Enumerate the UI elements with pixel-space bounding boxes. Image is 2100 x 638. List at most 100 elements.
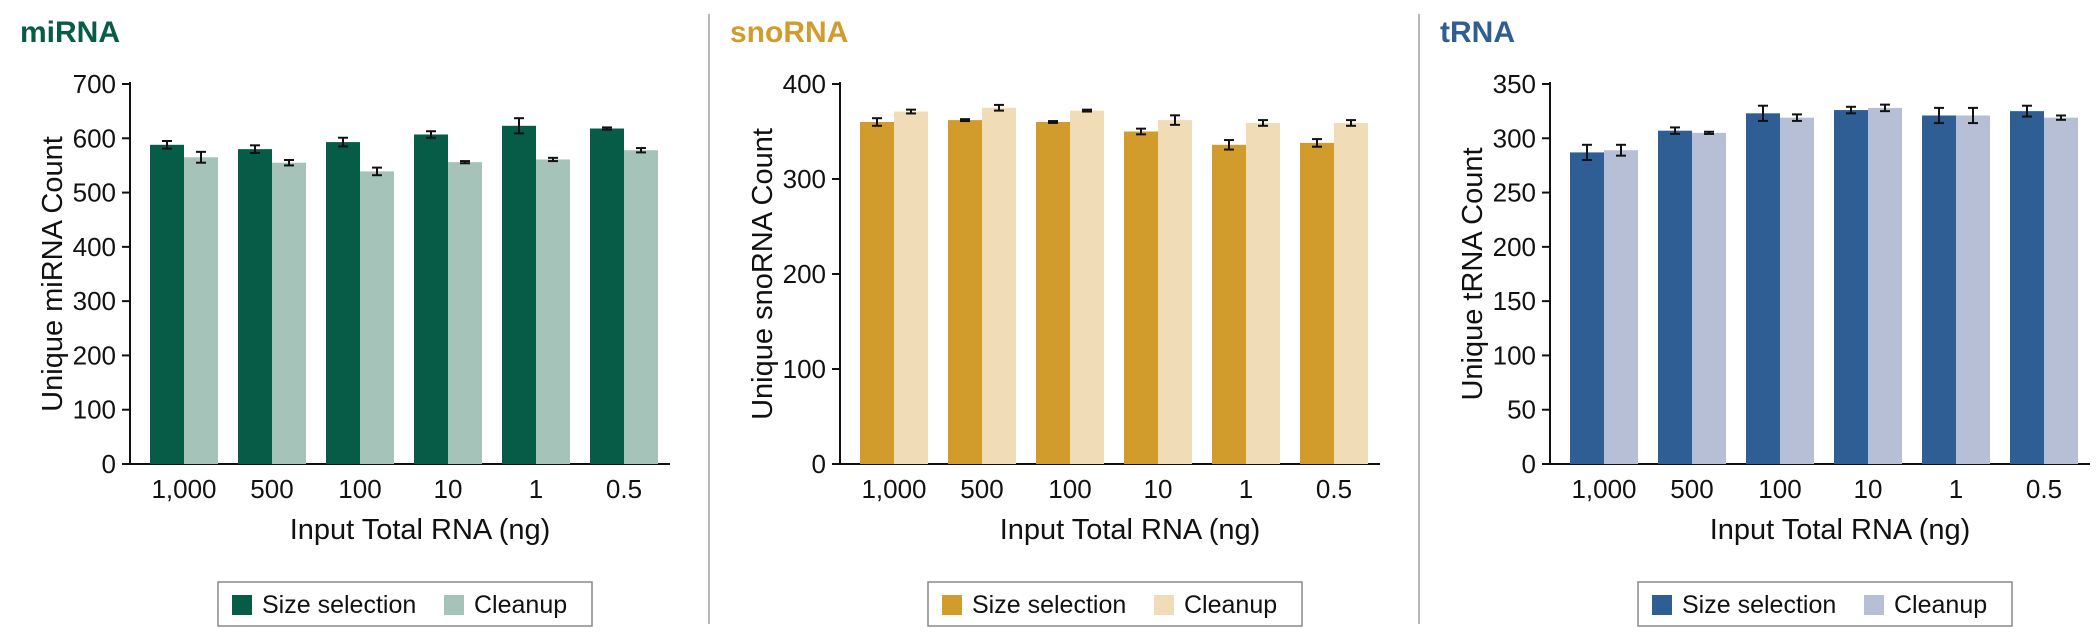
bar <box>1212 144 1246 465</box>
bar <box>238 149 272 464</box>
y-tick-label: 100 <box>1493 340 1536 370</box>
legend-label: Cleanup <box>1184 591 1277 619</box>
bar <box>1868 107 1902 464</box>
bar <box>1036 122 1070 464</box>
legend-swatch <box>444 595 464 615</box>
y-tick-label: 500 <box>73 178 116 208</box>
bar <box>448 162 482 464</box>
trna-panel: tRNA 0 50 100 150 200 250 300 350 1,000 500 100 10 1… <box>1420 0 2100 638</box>
trna-chart: 0 50 100 150 200 250 300 350 1,000 500 100 10 1 0.5 In… <box>1457 69 2090 627</box>
x-tick-label: 10 <box>1854 474 1883 504</box>
x-tick-label: 500 <box>960 474 1003 504</box>
bar <box>1834 110 1868 465</box>
bar <box>1570 152 1604 464</box>
panel-divider <box>1418 14 1420 624</box>
y-tick-label: 100 <box>73 395 116 425</box>
panel-title: tRNA <box>1440 16 1515 49</box>
x-axis-title: Input Total RNA (ng) <box>1710 514 1971 546</box>
bar <box>326 142 360 465</box>
x-tick-label: 1,000 <box>861 474 926 504</box>
bar <box>360 171 394 464</box>
legend-swatch <box>1864 595 1884 615</box>
bar <box>1692 132 1726 464</box>
x-tick-label: 0.5 <box>1316 474 1352 504</box>
bar <box>860 122 894 464</box>
x-tick-label: 1,000 <box>1571 474 1636 504</box>
snorna-chart: 0 100 200 300 400 1,000 500 100 10 1 0.5 Input Tota… <box>747 69 1380 627</box>
y-tick-label: 300 <box>1493 123 1536 153</box>
bar <box>894 111 928 465</box>
bar <box>1334 122 1368 464</box>
bar <box>150 144 184 465</box>
legend-label: Size selection <box>972 591 1126 619</box>
bar <box>1746 113 1780 465</box>
bar <box>1780 117 1814 465</box>
bar <box>2044 117 2078 465</box>
x-tick-label: 100 <box>338 474 381 504</box>
bar <box>624 150 658 464</box>
y-tick-label: 700 <box>73 69 116 99</box>
y-tick-label: 600 <box>73 123 116 153</box>
y-axis-title: Unique miRNA Count <box>37 136 69 412</box>
bar <box>1604 150 1638 464</box>
panel-title: snoRNA <box>730 16 849 49</box>
y-tick-label: 0 <box>812 449 826 479</box>
legend-label: Size selection <box>262 591 416 619</box>
x-tick-label: 1 <box>529 474 543 504</box>
y-tick-label: 200 <box>783 259 826 289</box>
x-axis-title: Input Total RNA (ng) <box>290 514 551 546</box>
panel-title: miRNA <box>20 16 121 49</box>
x-tick-label: 500 <box>1670 474 1713 504</box>
panel-divider <box>708 14 710 624</box>
snorna-panel: snoRNA 0 100 200 300 400 1,000 500 100 10 1 0.5 Inp… <box>710 0 1410 638</box>
x-tick-label: 0.5 <box>606 474 642 504</box>
bar <box>1956 115 1990 464</box>
x-tick-label: 1 <box>1239 474 1253 504</box>
bar <box>184 157 218 465</box>
legend-label: Cleanup <box>474 591 567 619</box>
legend-label: Size selection <box>1682 591 1836 619</box>
mirna-chart: 0 100 200 300 400 500 600 700 1,000 500 100 10 1 0.5 I… <box>37 69 670 627</box>
legend-swatch <box>232 595 252 615</box>
bar <box>590 128 624 464</box>
bar <box>272 162 306 464</box>
x-tick-label: 0.5 <box>2026 474 2062 504</box>
y-tick-label: 0 <box>1522 449 1536 479</box>
x-tick-label: 1 <box>1949 474 1963 504</box>
x-tick-label: 100 <box>1758 474 1801 504</box>
y-axis-title: Unique tRNA Count <box>1457 147 1489 400</box>
y-tick-label: 400 <box>783 69 826 99</box>
bar <box>1246 122 1280 464</box>
legend-swatch <box>942 595 962 615</box>
legend-box <box>217 581 593 627</box>
mirna-panel: miRNA 0 100 200 300 400 500 600 700 1,000 500 100 1… <box>0 0 700 638</box>
y-tick-label: 150 <box>1493 286 1536 316</box>
bar <box>1922 115 1956 464</box>
x-axis-title: Input Total RNA (ng) <box>1000 514 1261 546</box>
x-tick-label: 500 <box>250 474 293 504</box>
legend-box <box>927 581 1303 627</box>
bar <box>536 159 570 464</box>
y-tick-label: 300 <box>783 164 826 194</box>
y-tick-label: 200 <box>1493 232 1536 262</box>
bar <box>1300 142 1334 464</box>
bar <box>1124 131 1158 464</box>
x-tick-label: 10 <box>1144 474 1173 504</box>
legend-swatch <box>1154 595 1174 615</box>
x-tick-label: 1,000 <box>151 474 216 504</box>
y-tick-label: 350 <box>1493 69 1536 99</box>
bar <box>1070 110 1104 464</box>
y-tick-label: 50 <box>1507 395 1536 425</box>
y-tick-label: 200 <box>73 340 116 370</box>
y-axis-title: Unique snoRNA Count <box>747 128 779 420</box>
x-tick-label: 10 <box>434 474 463 504</box>
legend-swatch <box>1652 595 1672 615</box>
bar <box>982 107 1016 464</box>
y-tick-label: 400 <box>73 232 116 262</box>
legend-label: Cleanup <box>1894 591 1987 619</box>
y-tick-label: 300 <box>73 286 116 316</box>
bar <box>1158 120 1192 464</box>
bar <box>502 125 536 465</box>
y-tick-label: 100 <box>783 354 826 384</box>
legend-box <box>1637 581 2013 627</box>
